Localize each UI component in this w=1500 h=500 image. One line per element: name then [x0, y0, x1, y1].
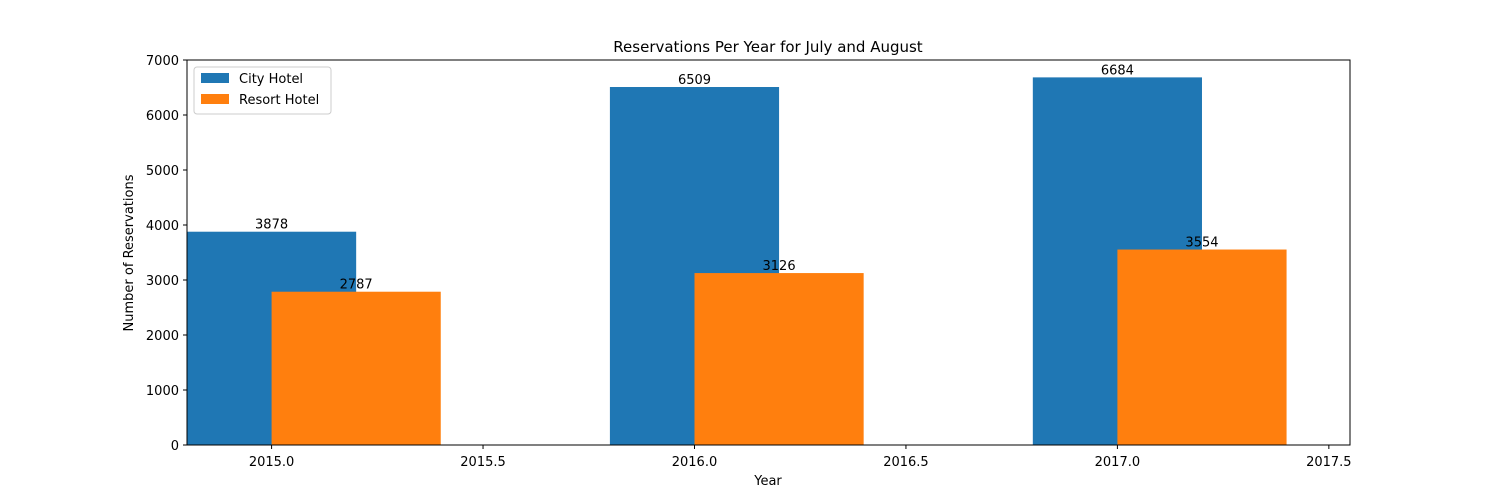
- bar-label-city-hotel-2: 6684: [1101, 63, 1134, 78]
- y-tick-label: 1000: [146, 384, 179, 399]
- bar-label-resort-hotel-0: 2787: [340, 278, 373, 293]
- y-tick-label: 2000: [146, 329, 179, 344]
- legend-swatch-city-hotel: [201, 73, 229, 83]
- legend-swatch-resort-hotel: [201, 94, 229, 104]
- bar-label-city-hotel-0: 3878: [255, 218, 288, 233]
- x-tick-label: 2017.0: [1095, 455, 1141, 470]
- y-tick-label: 6000: [146, 109, 179, 124]
- x-tick-label: 2017.5: [1306, 455, 1352, 470]
- y-tick-label: 3000: [146, 274, 179, 289]
- y-tick-label: 5000: [146, 164, 179, 179]
- y-tick-label: 4000: [146, 219, 179, 234]
- bar-labels-layer: 3878 6509 6684 2787 3126 3554: [255, 63, 1218, 292]
- x-axis-ticks: 2015.0 2015.5 2016.0 2016.5 2017.0 2017.5: [249, 445, 1352, 470]
- legend-label-resort-hotel: Resort Hotel: [239, 93, 319, 108]
- y-tick-label: 0: [171, 439, 179, 454]
- x-tick-label: 2015.5: [460, 455, 506, 470]
- x-tick-label: 2016.0: [672, 455, 718, 470]
- y-tick-label: 7000: [146, 54, 179, 69]
- bar-resort-hotel-2: [1117, 249, 1287, 445]
- x-axis-title: Year: [753, 474, 782, 489]
- bar-label-city-hotel-1: 6509: [678, 73, 711, 88]
- x-tick-label: 2015.0: [249, 455, 295, 470]
- bars-layer: [187, 77, 1287, 445]
- bar-resort-hotel-1: [694, 273, 864, 445]
- bar-resort-hotel-0: [271, 291, 441, 445]
- legend: City Hotel Resort Hotel: [193, 66, 332, 115]
- x-tick-label: 2016.5: [883, 455, 929, 470]
- y-axis-ticks: 0 1000 2000 3000 4000 5000 6000 7000: [146, 54, 187, 454]
- bar-label-resort-hotel-1: 3126: [763, 259, 796, 274]
- y-axis-title: Number of Reservations: [122, 174, 137, 331]
- legend-label-city-hotel: City Hotel: [239, 72, 303, 87]
- bar-label-resort-hotel-2: 3554: [1185, 236, 1218, 251]
- plot-frame: [186, 59, 1351, 446]
- chart-title: Reservations Per Year for July and Augus…: [613, 38, 923, 56]
